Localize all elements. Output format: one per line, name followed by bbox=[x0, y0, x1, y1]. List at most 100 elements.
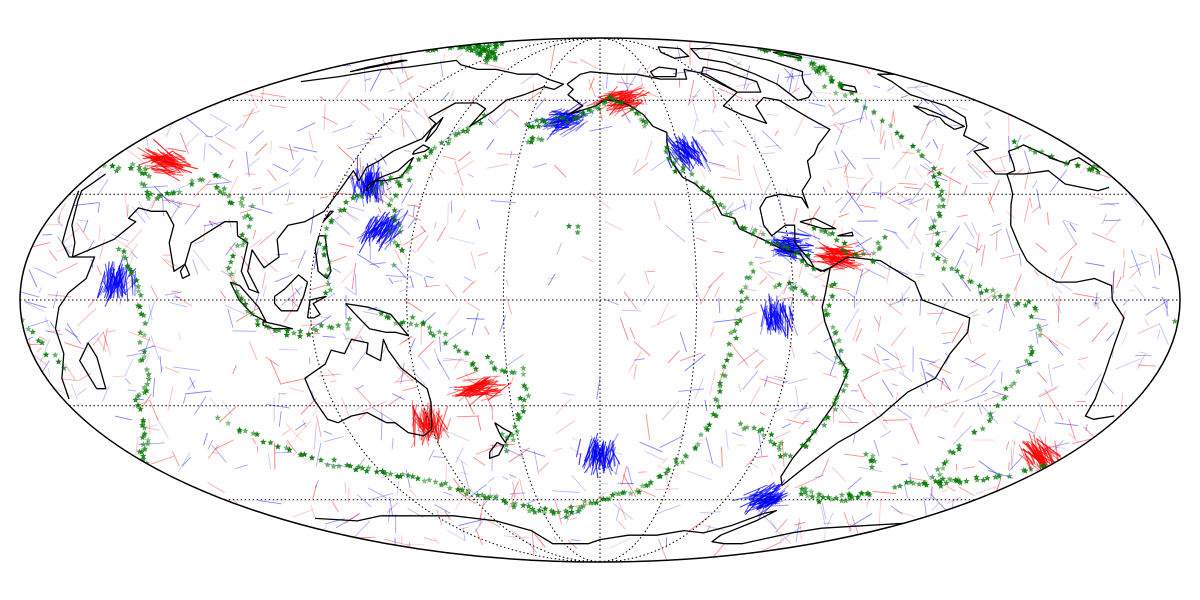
anomaly-segment bbox=[227, 308, 234, 329]
event-star-marker bbox=[514, 428, 521, 435]
anomaly-segment bbox=[1013, 421, 1035, 434]
anomaly-segment bbox=[289, 387, 305, 393]
anomaly-segment bbox=[1036, 440, 1046, 459]
anomaly-segment bbox=[880, 130, 885, 145]
anomaly-segment bbox=[160, 156, 180, 163]
anomaly-segment bbox=[815, 475, 824, 479]
anomaly-segment bbox=[778, 239, 802, 243]
anomaly-segment bbox=[176, 180, 199, 190]
event-star-marker bbox=[371, 185, 378, 192]
anomaly-segment bbox=[852, 318, 861, 342]
anomaly-segment bbox=[963, 466, 976, 470]
event-star-marker bbox=[538, 136, 545, 143]
event-star-marker bbox=[808, 488, 815, 495]
event-star-marker bbox=[870, 258, 877, 265]
anomaly-segment bbox=[458, 376, 485, 397]
anomaly-segment bbox=[592, 449, 596, 467]
anomaly-segment bbox=[440, 60, 444, 78]
anomaly-segment bbox=[170, 204, 181, 219]
anomaly-segment bbox=[368, 216, 383, 233]
event-star-marker bbox=[736, 317, 744, 324]
anomaly-segment bbox=[371, 406, 396, 423]
anomaly-segment bbox=[926, 358, 941, 366]
anomaly-segment bbox=[531, 529, 535, 557]
anomaly-segment bbox=[101, 385, 110, 403]
anomaly-segment bbox=[886, 260, 892, 284]
anomaly-segment bbox=[151, 167, 168, 171]
anomaly-segment bbox=[750, 386, 761, 405]
anomaly-segment bbox=[828, 261, 848, 269]
event-star-marker bbox=[1037, 326, 1044, 333]
event-star-marker bbox=[798, 485, 806, 492]
event-star-marker bbox=[858, 490, 866, 497]
event-star-marker bbox=[326, 258, 333, 265]
anomaly-segment bbox=[388, 277, 394, 285]
event-star-marker bbox=[560, 114, 567, 121]
anomaly-segment bbox=[871, 409, 888, 431]
anomaly-segment bbox=[1112, 269, 1115, 290]
event-star-marker bbox=[934, 241, 941, 248]
anomaly-segment bbox=[585, 453, 591, 463]
anomaly-segment bbox=[366, 132, 375, 136]
event-star-marker bbox=[335, 322, 342, 329]
anomaly-segment bbox=[546, 124, 560, 130]
anomaly-segment bbox=[499, 445, 524, 458]
anomaly-segment bbox=[104, 267, 113, 293]
event-star-marker bbox=[983, 287, 990, 294]
event-star-marker bbox=[1001, 394, 1009, 401]
anomaly-segment bbox=[235, 464, 248, 470]
event-star-marker bbox=[915, 481, 923, 488]
anomaly-segment bbox=[461, 461, 469, 488]
anomaly-segment bbox=[1152, 286, 1160, 290]
anomaly-segment bbox=[878, 412, 889, 425]
event-star-marker bbox=[600, 495, 607, 502]
event-star-marker bbox=[398, 173, 405, 180]
anomaly-segment bbox=[360, 216, 378, 244]
event-star-marker bbox=[325, 280, 332, 287]
anomaly-segment bbox=[509, 150, 513, 159]
anomaly-segment bbox=[614, 100, 633, 117]
anomaly-segment bbox=[203, 223, 206, 241]
event-star-marker bbox=[609, 491, 616, 498]
event-star-marker bbox=[414, 475, 422, 482]
event-star-marker bbox=[344, 461, 351, 468]
event-star-marker bbox=[643, 119, 650, 126]
anomaly-segment bbox=[380, 153, 387, 165]
anomaly-segment bbox=[882, 358, 889, 361]
anomaly-segment bbox=[975, 244, 983, 254]
anomaly-segment bbox=[629, 327, 636, 340]
event-star-marker bbox=[520, 408, 527, 415]
anomaly-segment bbox=[522, 448, 546, 457]
event-star-marker bbox=[946, 448, 954, 455]
event-star-marker bbox=[833, 236, 840, 243]
anomaly-segment bbox=[464, 383, 485, 396]
event-star-marker bbox=[822, 228, 829, 235]
event-star-marker bbox=[488, 359, 495, 366]
anomaly-segment bbox=[248, 341, 258, 361]
event-star-marker bbox=[1033, 306, 1040, 314]
anomaly-segment bbox=[756, 497, 775, 509]
anomaly-segment bbox=[760, 152, 775, 155]
anomaly-segment bbox=[866, 164, 874, 176]
anomaly-segment bbox=[407, 214, 422, 221]
anomaly-segment bbox=[207, 444, 219, 459]
event-star-marker bbox=[129, 160, 136, 168]
anomaly-segment bbox=[132, 206, 146, 224]
event-star-marker bbox=[552, 114, 560, 121]
event-star-marker bbox=[514, 415, 522, 422]
anomaly-segment bbox=[831, 466, 847, 482]
event-star-marker bbox=[555, 508, 562, 515]
anomaly-segment bbox=[34, 267, 57, 279]
anomaly-segment bbox=[384, 538, 410, 546]
anomaly-segment bbox=[815, 350, 838, 365]
anomaly-segment bbox=[937, 436, 945, 440]
anomaly-segment bbox=[975, 484, 1000, 495]
anomaly-segment bbox=[225, 241, 236, 256]
anomaly-segment bbox=[749, 495, 762, 502]
anomaly-segment bbox=[252, 229, 257, 240]
anomaly-segment bbox=[591, 441, 594, 454]
anomaly-segment bbox=[771, 464, 777, 471]
anomaly-segment bbox=[257, 499, 282, 505]
anomaly-segment bbox=[459, 492, 476, 505]
anomaly-segment bbox=[757, 429, 763, 457]
